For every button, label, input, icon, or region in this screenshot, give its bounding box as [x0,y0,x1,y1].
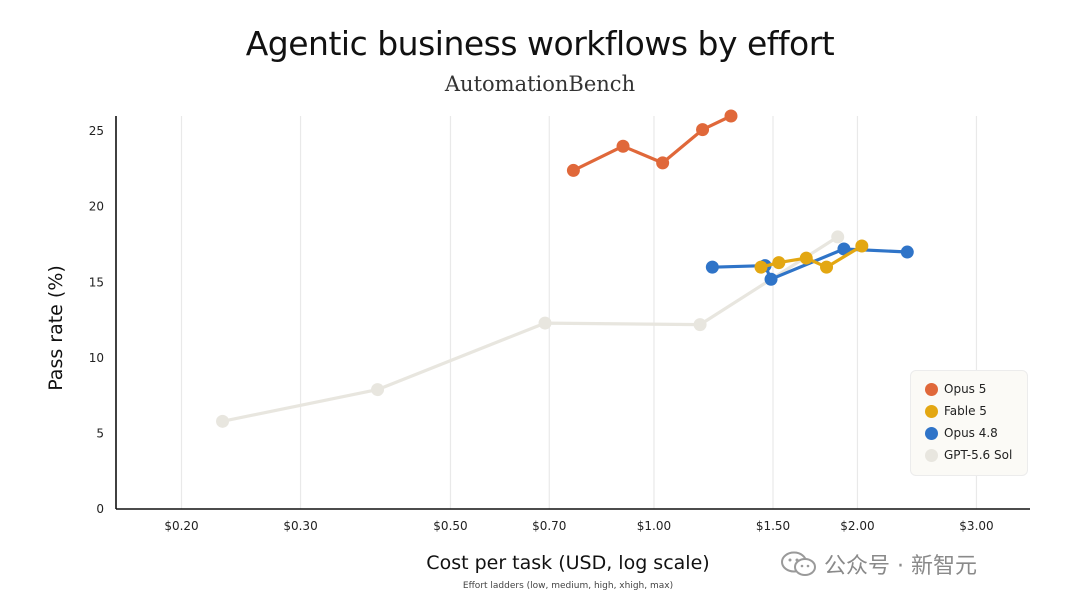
wechat-icon [781,551,816,576]
data-point [371,383,385,397]
data-point [696,123,710,137]
legend-label: Opus 5 [944,382,987,396]
y-tick-label: 0 [96,502,104,516]
data-point [724,109,738,123]
series-line [571,114,733,172]
data-point [754,260,768,274]
y-tick-label: 5 [96,426,104,440]
legend-label: GPT-5.6 Sol [944,448,1013,462]
chart-legend: Opus 5 Fable 5 Opus 4.8 GPT-5.6 Sol [910,370,1028,476]
data-point [820,260,834,274]
series-opus-4-8 [705,242,914,286]
legend-item-opus-5: Opus 5 [925,380,986,398]
x-tick-label: $3.00 [959,519,993,533]
legend-item-gpt-5-6-sol: GPT-5.6 Sol [925,446,1012,464]
legend-marker [925,404,938,418]
x-tick-label: $0.50 [433,519,467,533]
data-point [705,260,719,274]
grid-lines [180,116,978,509]
data-point [837,242,851,256]
x-axis-label: Cost per task (USD, log scale) [426,552,710,574]
series-opus-5 [566,109,738,177]
legend-marker [925,448,938,462]
legend-marker [925,426,938,440]
data-point [900,245,914,259]
series-gpt-5-6-sol [216,230,845,428]
x-tick-label: $1.00 [637,519,671,533]
y-tick-label: 15 [89,275,104,289]
chart-title: Agentic business workflows by effort [245,24,835,63]
x-tick-label: $0.70 [532,519,566,533]
legend-label: Opus 4.8 [944,426,998,440]
tick-labels: $0.20 $0.30 $0.50 $0.70 $1.00 $1.50 $2.00 $3.00… [89,124,994,533]
chart-axes [115,116,1030,510]
chart-series [216,109,914,428]
y-tick-label: 10 [89,351,104,365]
series-line [220,235,840,423]
data-point [799,251,813,265]
legend-label: Fable 5 [944,404,987,418]
data-point [772,256,786,270]
series-fable-5 [754,239,869,274]
x-tick-label: $2.00 [840,519,874,533]
data-point [656,156,670,170]
x-tick-label: $0.30 [283,519,317,533]
watermark-text: 公众号 · 新智元 [824,554,977,579]
data-point [764,272,778,286]
y-axis-label: Pass rate (%) [45,265,67,391]
legend-marker [925,382,938,396]
legend-item-opus-4-8: Opus 4.8 [925,424,998,442]
data-point [216,414,230,428]
data-point [538,316,552,330]
data-point [693,318,707,332]
x-axis-note: Effort ladders (low, medium, high, xhigh… [462,581,674,591]
y-tick-label: 20 [89,200,104,214]
data-point [855,239,869,253]
chart-subtitle: AutomationBench [444,72,636,96]
x-tick-label: $0.20 [164,519,198,533]
watermark: 公众号 · 新智元 [780,548,977,580]
legend-item-fable-5: Fable 5 [925,402,987,420]
y-tick-label: 25 [89,124,104,138]
data-point [831,230,845,244]
data-point [616,139,630,153]
x-tick-label: $1.50 [756,519,790,533]
data-point [566,163,580,177]
